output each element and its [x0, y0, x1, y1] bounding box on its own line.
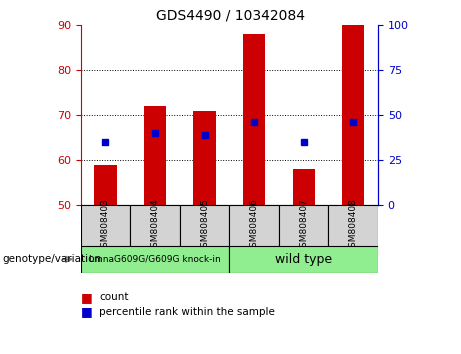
Text: ■: ■ [81, 291, 92, 304]
Bar [243, 34, 265, 205]
Text: GSM808408: GSM808408 [349, 198, 358, 253]
Text: LmnaG609G/G609G knock-in: LmnaG609G/G609G knock-in [89, 255, 221, 264]
Text: percentile rank within the sample: percentile rank within the sample [99, 307, 275, 316]
Text: GSM808407: GSM808407 [299, 198, 308, 253]
Text: wild type: wild type [275, 253, 332, 266]
Text: GSM808405: GSM808405 [200, 198, 209, 253]
Bar [194, 110, 216, 205]
Text: count: count [99, 292, 129, 302]
Bar [95, 165, 117, 205]
Bar [229, 205, 279, 246]
Bar [342, 25, 364, 205]
Text: GSM808403: GSM808403 [101, 198, 110, 253]
Bar [130, 205, 180, 246]
Bar [279, 205, 328, 246]
Bar [144, 106, 166, 205]
Bar [180, 205, 229, 246]
Bar [81, 246, 230, 273]
Bar [229, 246, 378, 273]
Bar [293, 169, 315, 205]
Text: GSM808404: GSM808404 [150, 198, 160, 253]
Bar [81, 205, 130, 246]
Bar [328, 205, 378, 246]
Text: GSM808406: GSM808406 [249, 198, 259, 253]
Text: ■: ■ [81, 305, 92, 318]
Text: GDS4490 / 10342084: GDS4490 / 10342084 [156, 9, 305, 23]
Text: genotype/variation: genotype/variation [2, 254, 101, 264]
